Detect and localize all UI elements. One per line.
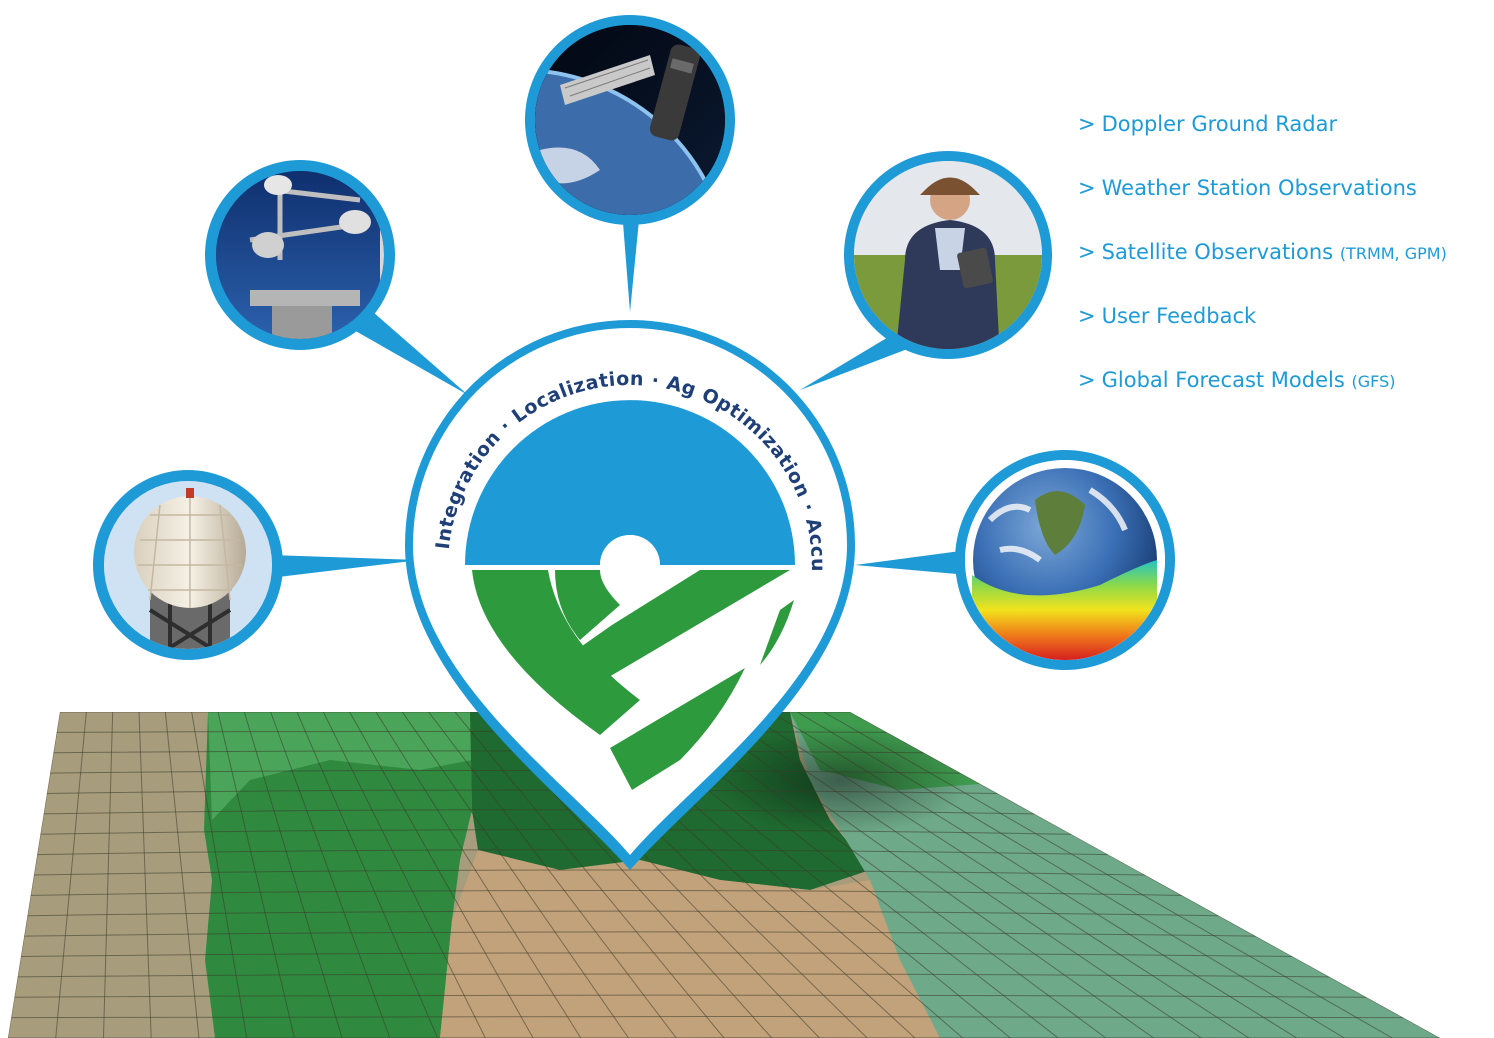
bullet-prefix: >	[1078, 112, 1096, 136]
field-green-strip	[204, 712, 472, 1038]
field-light-green	[208, 712, 472, 820]
field-tan	[440, 850, 940, 1038]
list-item: > Satellite Observations (TRMM, GPM)	[1078, 236, 1447, 300]
source-label: Global Forecast Models	[1101, 368, 1345, 392]
green-stripe-4	[610, 668, 745, 790]
global-model-earth-photo	[955, 450, 1175, 670]
green-stripe-3	[545, 570, 790, 700]
source-label: Satellite Observations	[1101, 240, 1334, 264]
bullet-prefix: >	[1078, 240, 1096, 264]
bullet-prefix: >	[1078, 304, 1096, 328]
source-label: Doppler Ground Radar	[1101, 112, 1338, 136]
radar-dome-photo	[93, 470, 283, 660]
source-label: Weather Station Observations	[1101, 176, 1417, 200]
bullet-prefix: >	[1078, 176, 1096, 200]
source-abbr: (TRMM, GPM)	[1339, 244, 1447, 263]
green-stripe-1	[472, 570, 640, 735]
list-item: > User Feedback	[1078, 300, 1447, 364]
source-abbr: (GFS)	[1351, 372, 1396, 391]
outer-blue-arc-main	[470, 405, 790, 565]
inner-blue-arc	[520, 455, 740, 565]
list-item: > Global Forecast Models (GFS)	[1078, 364, 1447, 428]
bullet-prefix: >	[1078, 368, 1096, 392]
connectors	[270, 210, 968, 578]
core-blue-arc	[540, 475, 720, 565]
data-sources-list: > Doppler Ground Radar > Weather Station O…	[1078, 108, 1447, 428]
farmer-tablet-photo	[844, 151, 1052, 359]
anemometer-photo	[205, 160, 395, 350]
green-stripe-5	[760, 600, 794, 665]
green-stripe-2	[555, 570, 620, 640]
list-item: > Weather Station Observations	[1078, 172, 1447, 236]
satellite-photo	[525, 15, 735, 225]
source-label: User Feedback	[1101, 304, 1257, 328]
list-item: > Doppler Ground Radar	[1078, 108, 1447, 172]
